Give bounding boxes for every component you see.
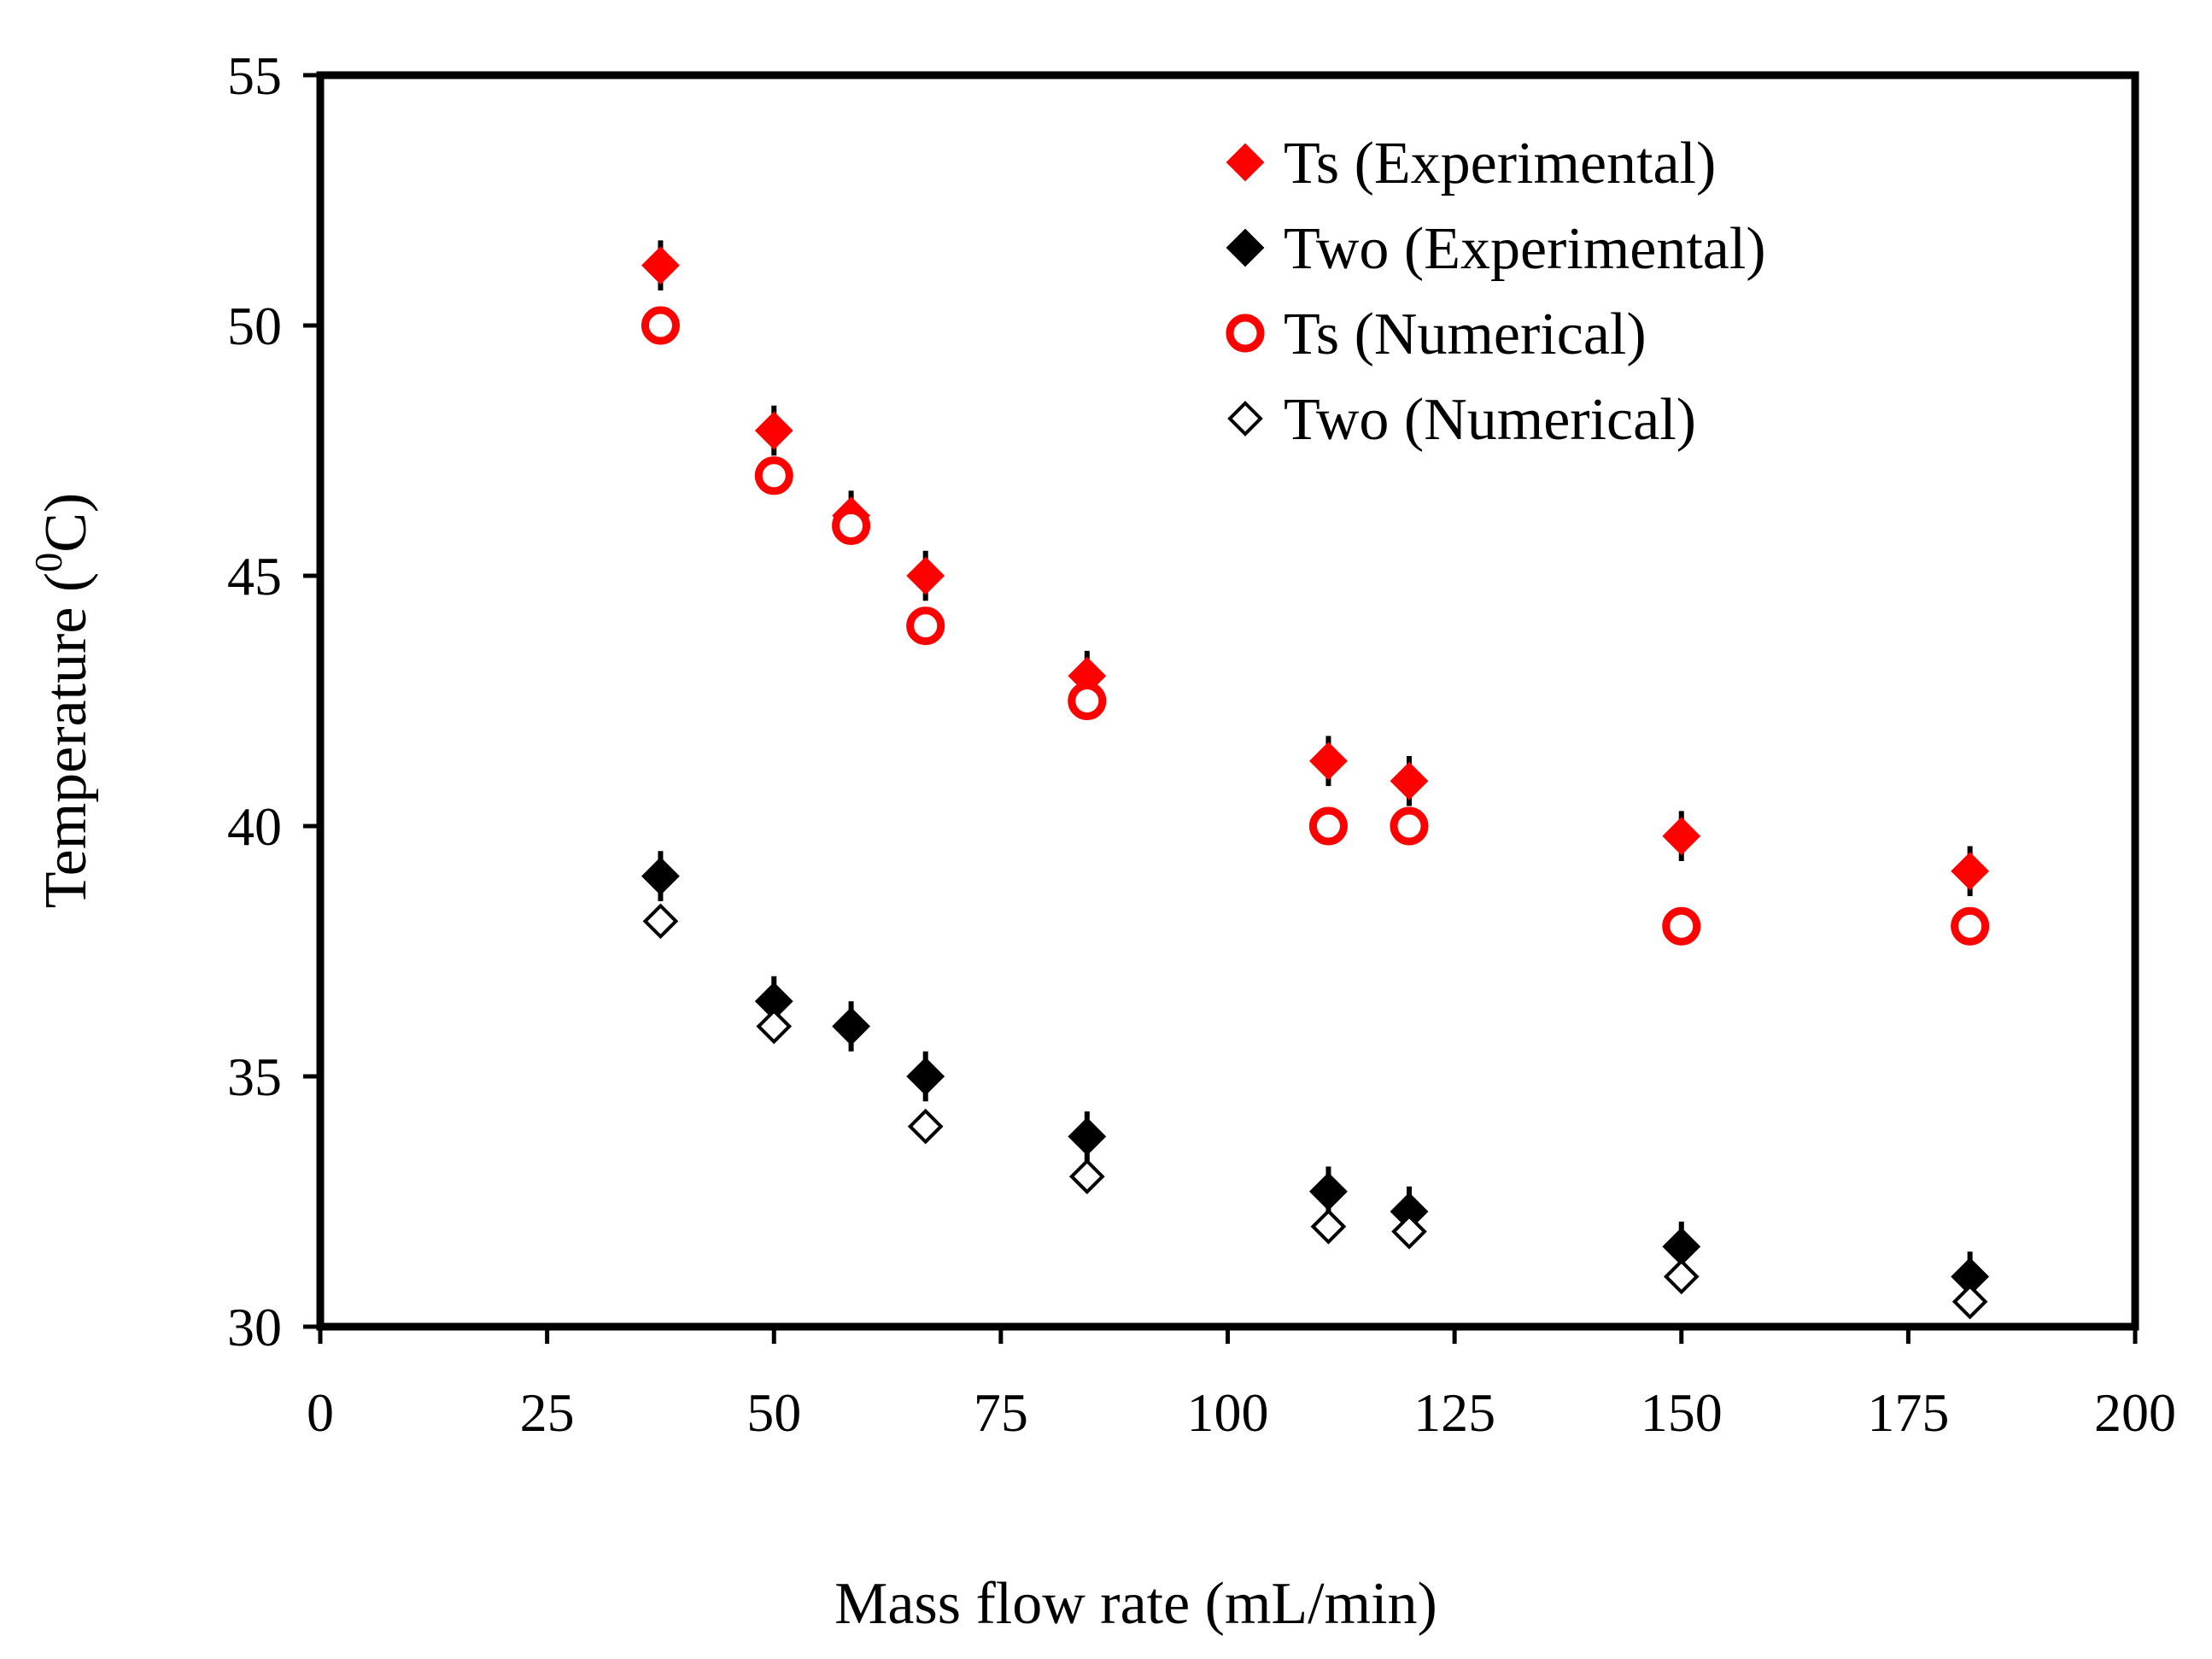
x-tick-label-3: 75 [974, 1382, 1028, 1443]
legend-label-2: Ts (Numerical) [1284, 302, 1647, 367]
x-axis-title: Mass flow rate (mL/min) [834, 1571, 1437, 1637]
legend-marker-0 [1226, 143, 1265, 182]
legend-label-0: Ts (Experimental) [1284, 131, 1716, 196]
point-s2-8 [1951, 906, 1990, 946]
point-s3-3 [1068, 1158, 1105, 1195]
x-tick-label-4: 100 [1187, 1382, 1269, 1443]
y-axis-title-end: C) [33, 493, 99, 553]
y-axis-ticks: 30 35 40 45 50 55 [227, 45, 320, 1357]
y-tick-label-2: 40 [227, 796, 282, 857]
x-tick-label-6: 150 [1641, 1382, 1723, 1443]
legend: Ts (Experimental) Two (Experimental) Ts (N… [1226, 131, 1766, 453]
point-s0-6 [1390, 761, 1429, 800]
point-s1-2 [832, 1006, 870, 1046]
x-axis-ticks: 0 25 50 75 100 125 150 175 200 [307, 1327, 2176, 1443]
point-s0-3 [906, 556, 945, 595]
point-s3-4 [1310, 1208, 1347, 1245]
point-s0-7 [1662, 817, 1701, 856]
point-s2-1 [754, 456, 793, 495]
x-tick-label-1: 25 [520, 1382, 575, 1443]
point-s0-1 [754, 411, 793, 450]
y-axis-title: Temperature (0C) [26, 493, 99, 908]
y-tick-label-4: 50 [227, 296, 282, 356]
point-s2-5 [1308, 806, 1348, 846]
y-tick-label-5: 55 [227, 45, 282, 106]
x-tick-label-7: 175 [1867, 1382, 1949, 1443]
point-s0-8 [1951, 852, 1990, 891]
y-axis-title-superscript: 0 [26, 553, 70, 572]
point-s2-2 [832, 506, 871, 545]
point-s0-0 [641, 246, 680, 285]
point-s2-0 [641, 306, 680, 345]
point-s3-5 [1391, 1213, 1427, 1250]
y-axis-title-main: Temperature ( [33, 572, 99, 908]
point-s1-0 [641, 857, 680, 896]
legend-marker-3 [1227, 401, 1263, 437]
plot-area [316, 71, 2139, 1331]
legend-marker-2 [1226, 314, 1265, 353]
x-tick-label-2: 50 [746, 1382, 801, 1443]
legend-marker-1 [1226, 228, 1265, 267]
point-s3-1 [756, 1008, 793, 1045]
legend-label-1: Two (Experimental) [1284, 216, 1766, 282]
point-s0-5 [1309, 742, 1348, 781]
point-s2-3 [906, 607, 945, 646]
x-tick-label-8: 200 [2094, 1382, 2176, 1443]
point-s1-3 [906, 1057, 945, 1096]
y-tick-label-0: 30 [227, 1297, 282, 1357]
point-s2-4 [1068, 682, 1107, 720]
x-tick-label-5: 125 [1413, 1382, 1495, 1443]
point-s1-4 [1068, 1117, 1107, 1156]
legend-label-3: Two (Numerical) [1284, 387, 1696, 453]
point-s3-6 [1663, 1258, 1700, 1295]
y-tick-label-1: 35 [227, 1046, 282, 1107]
x-tick-label-0: 0 [307, 1382, 334, 1443]
y-tick-label-3: 45 [227, 546, 282, 607]
point-s3-7 [1952, 1283, 1988, 1320]
point-s2-7 [1662, 906, 1701, 946]
point-s3-0 [642, 903, 679, 940]
data-marks [641, 240, 1990, 1320]
point-s2-6 [1390, 806, 1429, 846]
point-s3-2 [907, 1108, 944, 1145]
